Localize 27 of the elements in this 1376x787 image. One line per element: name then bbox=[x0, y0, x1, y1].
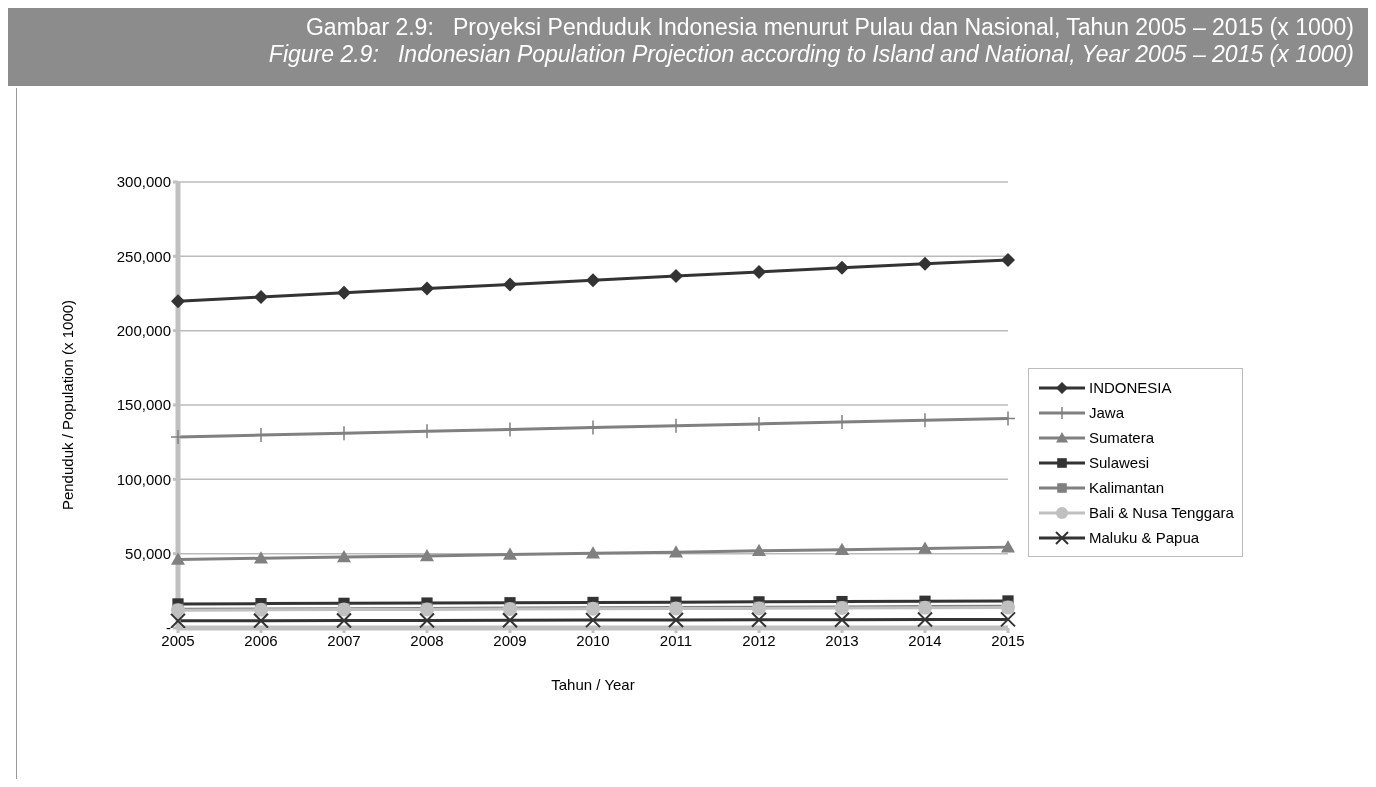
chart-title: Gambar 2.9: Proyeksi Penduduk Indonesia menurut Pulau dan Nasional, Tahun 2005 – 2015 (x 1000) bbox=[304, 14, 1354, 41]
y-tick-label: 300,000 bbox=[116, 173, 171, 191]
legend-label: Kalimantan bbox=[1089, 479, 1165, 496]
y-tick-label: 200,000 bbox=[116, 321, 171, 339]
legend-label: Maluku & Papua bbox=[1089, 529, 1200, 546]
x-tick-label: 2010 bbox=[576, 631, 610, 649]
legend-label: Sulawesi bbox=[1089, 454, 1150, 471]
y-tick-label: 150,000 bbox=[116, 396, 171, 414]
x-axis-title: Tahun / Year bbox=[551, 676, 635, 693]
x-tick-label: 2006 bbox=[244, 631, 278, 649]
x-tick-label: 2009 bbox=[493, 631, 527, 649]
x-tick-label: 2008 bbox=[410, 631, 444, 649]
y-tick-label: 250,000 bbox=[116, 247, 171, 265]
y-tick-label: 100,000 bbox=[116, 470, 171, 488]
legend-label: Sumatera bbox=[1089, 429, 1155, 446]
legend-label: Jawa bbox=[1089, 404, 1125, 421]
y-axis-title: Penduduk / Population (x 1000) bbox=[59, 299, 77, 511]
x-tick-label: 2014 bbox=[908, 631, 942, 649]
chart-subtitle: Figure 2.9: Indonesian Population Projection according to Island and National, Year 2005 – 2015 (x 1000) bbox=[267, 41, 1354, 68]
x-tick-label: 2013 bbox=[825, 631, 859, 649]
y-tick-label: 50,000 bbox=[125, 544, 171, 562]
x-tick-label: 2011 bbox=[659, 631, 693, 649]
x-tick-label: 2007 bbox=[327, 631, 361, 649]
x-tick-label: 2012 bbox=[742, 631, 776, 649]
legend-label: Bali & Nusa Tenggara bbox=[1089, 504, 1234, 521]
x-tick-label: 2015 bbox=[991, 631, 1025, 649]
legend-label: INDONESIA bbox=[1089, 379, 1172, 396]
